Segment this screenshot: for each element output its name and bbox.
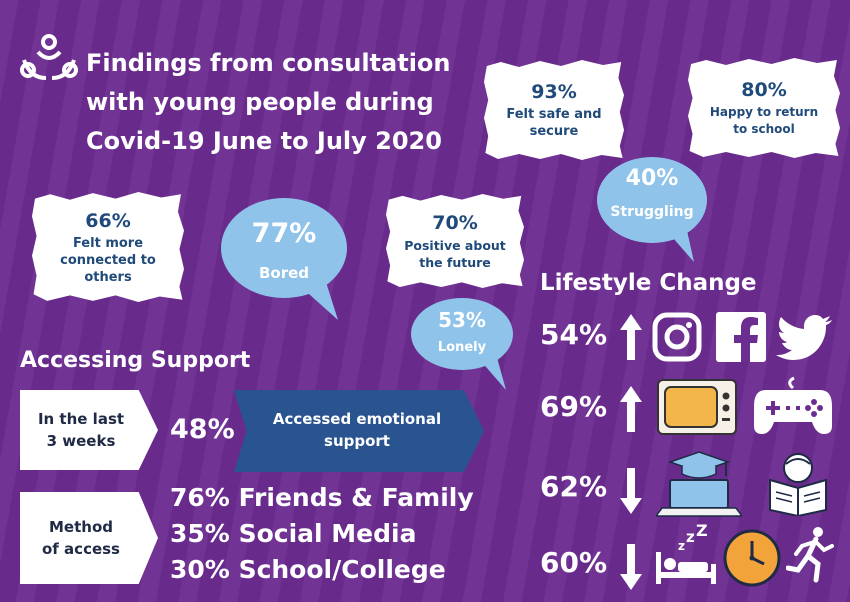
lifestyle-pct: 62% — [540, 470, 608, 503]
stat-pct: 40% — [625, 166, 679, 191]
method-item: 35% Social Media — [170, 519, 417, 548]
lifestyle-pct: 54% — [540, 318, 608, 351]
clock-icon — [723, 529, 781, 587]
method-label-line1: Method — [49, 518, 113, 536]
page-title: Findings from consultation with young pe… — [86, 49, 451, 155]
stat-pct: 66% — [85, 209, 131, 232]
stat-bubble-bored: 77% Bored — [220, 196, 352, 322]
accessed-ribbon: Accessed emotional support — [234, 390, 484, 472]
stat-card-return-school: 80% Happy to return to school — [688, 58, 840, 158]
stat-bubble-lonely: 53% Lonely — [410, 296, 518, 392]
period-label-line1: In the last — [37, 410, 125, 428]
method-label-line2: of access — [42, 540, 120, 558]
stat-card-positive: 70% Positive about the future — [386, 194, 524, 288]
svg-text:Z: Z — [696, 524, 708, 540]
reading-book-icon — [769, 453, 827, 516]
method-list: 76% Friends & Family 35% Social Media 30… — [170, 480, 474, 588]
stat-label: Felt safe and secure — [506, 107, 602, 139]
television-icon — [657, 379, 737, 435]
stat-card-safe: 93% Felt safe and secure — [484, 60, 624, 160]
people-circle-logo-icon — [20, 34, 78, 80]
lifestyle-pct: 60% — [540, 546, 608, 579]
period-label-box: In the last 3 weeks — [20, 390, 158, 470]
arrow-down-icon — [620, 544, 642, 590]
stat-pct: 70% — [432, 212, 478, 234]
instagram-icon — [652, 312, 702, 362]
accessed-label-line2: support — [324, 432, 390, 450]
stat-pct: 53% — [438, 308, 486, 332]
stat-pct: 93% — [531, 81, 577, 103]
lifestyle-heading: Lifestyle Change — [540, 270, 757, 296]
stat-label: Positive about the future — [404, 238, 506, 270]
arrow-up-icon — [620, 314, 642, 360]
game-controller-icon — [754, 376, 832, 434]
running-person-icon — [786, 527, 834, 583]
method-label-box: Method of access — [20, 492, 158, 584]
laptop-graduation-icon — [656, 451, 742, 517]
accessing-support-heading: Accessing Support — [20, 348, 251, 373]
stat-label: Felt more connected to others — [60, 235, 156, 285]
svg-text:z: z — [678, 539, 685, 553]
stat-label: Struggling — [610, 204, 694, 220]
twitter-icon — [776, 315, 832, 360]
stat-label: Lonely — [437, 340, 487, 355]
stat-label: Bored — [258, 264, 310, 282]
stat-card-connected: 66% Felt more connected to others — [32, 192, 184, 302]
arrow-down-icon — [620, 468, 642, 514]
lifestyle-pct: 69% — [540, 390, 608, 423]
method-item: 30% School/College — [170, 555, 446, 584]
method-item: 76% Friends & Family — [170, 483, 474, 512]
period-label-line2: 3 weeks — [46, 432, 116, 450]
accessed-label-line1: Accessed emotional — [272, 410, 442, 428]
stat-label: Happy to return to school — [709, 105, 819, 136]
stat-pct: 77% — [251, 218, 317, 249]
arrow-up-icon — [620, 386, 642, 432]
accessed-pct: 48% — [170, 414, 235, 445]
stat-pct: 80% — [741, 79, 787, 101]
stat-bubble-struggling: 40% Struggling — [596, 156, 712, 264]
svg-text:z: z — [686, 528, 695, 546]
facebook-icon — [716, 312, 766, 362]
